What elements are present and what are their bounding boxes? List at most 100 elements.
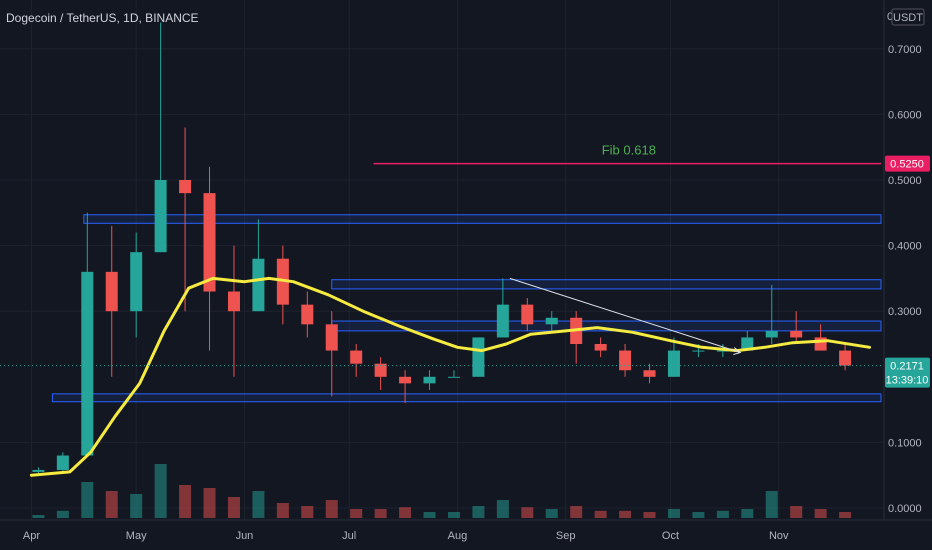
- x-tick-label: Apr: [23, 530, 40, 542]
- candle-body: [301, 304, 314, 325]
- y-tick-label: 0.3000: [888, 306, 922, 318]
- volume-bar: [252, 491, 265, 518]
- countdown-label: 13:39:10: [886, 375, 929, 387]
- fib-price-badge: [885, 155, 930, 172]
- candle-body: [472, 337, 485, 377]
- current-price-badge-label: 0.2171: [890, 361, 924, 373]
- candle-body: [81, 271, 94, 456]
- volume-bar: [667, 509, 680, 518]
- y-tick-label: 0.7000: [888, 44, 922, 56]
- volume-bar: [521, 507, 534, 518]
- volume-bar: [447, 512, 460, 518]
- volume-bar: [81, 482, 94, 518]
- candle-body: [179, 180, 192, 194]
- candle-body: [227, 291, 240, 312]
- x-tick-label: May: [126, 530, 147, 542]
- volume-bar: [496, 500, 509, 518]
- volume-bar: [643, 512, 656, 518]
- annotations: Fib 0.618: [0, 143, 884, 367]
- candle-body: [643, 370, 656, 377]
- volume-bar: [276, 503, 289, 518]
- candle-body: [716, 350, 729, 352]
- volume-bar: [790, 506, 803, 518]
- volume-bar: [399, 507, 412, 518]
- candle-body: [765, 330, 778, 338]
- volume-bar: [692, 512, 705, 518]
- volume-bar: [32, 515, 45, 518]
- volume-bar: [545, 509, 558, 518]
- volume-bar: [179, 485, 192, 518]
- y-tick-label: 0.0000: [888, 503, 922, 515]
- candle-body: [154, 180, 167, 253]
- axes: 0.7000 0.6000 0.5000 0.4000 0.3000 0.1000 0.00…: [23, 44, 922, 542]
- candle-body: [399, 376, 412, 384]
- volume-bar: [130, 494, 143, 518]
- volume-bar: [423, 512, 436, 518]
- candle-body: [521, 304, 534, 325]
- candle-body: [619, 350, 632, 371]
- price-badges: 0.5250 0.2171 13:39:10: [885, 155, 930, 388]
- y-tick-label: 0.5000: [888, 175, 922, 187]
- candle-body: [447, 376, 460, 378]
- volume-bar: [227, 497, 240, 518]
- fib-price-badge-label: 0.5250: [890, 159, 924, 171]
- zone-rectangle: [51, 393, 882, 403]
- candle-body: [839, 350, 852, 366]
- currency-top-value: 0: [887, 11, 893, 23]
- candle-body: [692, 350, 705, 352]
- current-price-badge: [885, 357, 930, 388]
- candle-body: [252, 258, 265, 312]
- trendline-arrowhead: [733, 347, 742, 356]
- chart-title: Dogecoin / TetherUS, 1D, BINANCE: [6, 11, 199, 25]
- volume-bar: [472, 506, 485, 518]
- time-axis-panel[interactable]: [0, 520, 932, 550]
- x-tick-label: Jun: [236, 530, 254, 542]
- candle-body: [203, 193, 216, 292]
- x-tick-label: Aug: [448, 530, 468, 542]
- support-resistance-zones: [51, 214, 882, 403]
- currency-label: USDT: [893, 12, 923, 24]
- grid: [0, 0, 884, 520]
- volume-bar: [741, 509, 754, 518]
- candle-body: [374, 363, 387, 377]
- moving-average-line: [29, 276, 871, 477]
- candle-body: [105, 271, 118, 312]
- candle-body: [350, 350, 363, 364]
- candle-body: [496, 304, 509, 338]
- volume-bar: [301, 506, 314, 518]
- x-tick-label: Oct: [662, 530, 679, 542]
- volume-bar: [594, 510, 607, 518]
- fib-label: Fib 0.618: [602, 143, 656, 158]
- candle-body: [741, 337, 754, 351]
- x-tick-label: Nov: [769, 530, 789, 542]
- x-tick-label: Jul: [342, 530, 356, 542]
- volume-bar: [570, 506, 583, 518]
- volume-bar: [374, 509, 387, 518]
- y-tick-label: 0.4000: [888, 241, 922, 253]
- volume-bar: [325, 500, 338, 518]
- zone-rectangle: [331, 279, 882, 290]
- candle-body: [130, 252, 143, 312]
- volume-bars: [32, 464, 852, 518]
- volume-bar: [154, 464, 167, 518]
- volume-bar: [203, 488, 216, 518]
- candle-body: [32, 469, 45, 472]
- trendline: [509, 277, 741, 354]
- currency-button[interactable]: [891, 8, 925, 26]
- moving-average-layer: [29, 276, 871, 477]
- volume-bar: [619, 510, 632, 518]
- volume-bar: [814, 509, 827, 518]
- volume-bar: [350, 509, 363, 518]
- price-axis-panel[interactable]: [884, 0, 932, 520]
- volume-bar: [765, 491, 778, 518]
- candle-body: [790, 330, 803, 338]
- candle-body: [545, 317, 558, 325]
- candle-body: [325, 324, 338, 351]
- y-tick-label: 0.6000: [888, 109, 922, 121]
- candle-body: [423, 376, 436, 384]
- candle-body: [594, 344, 607, 351]
- x-tick-label: Sep: [556, 530, 576, 542]
